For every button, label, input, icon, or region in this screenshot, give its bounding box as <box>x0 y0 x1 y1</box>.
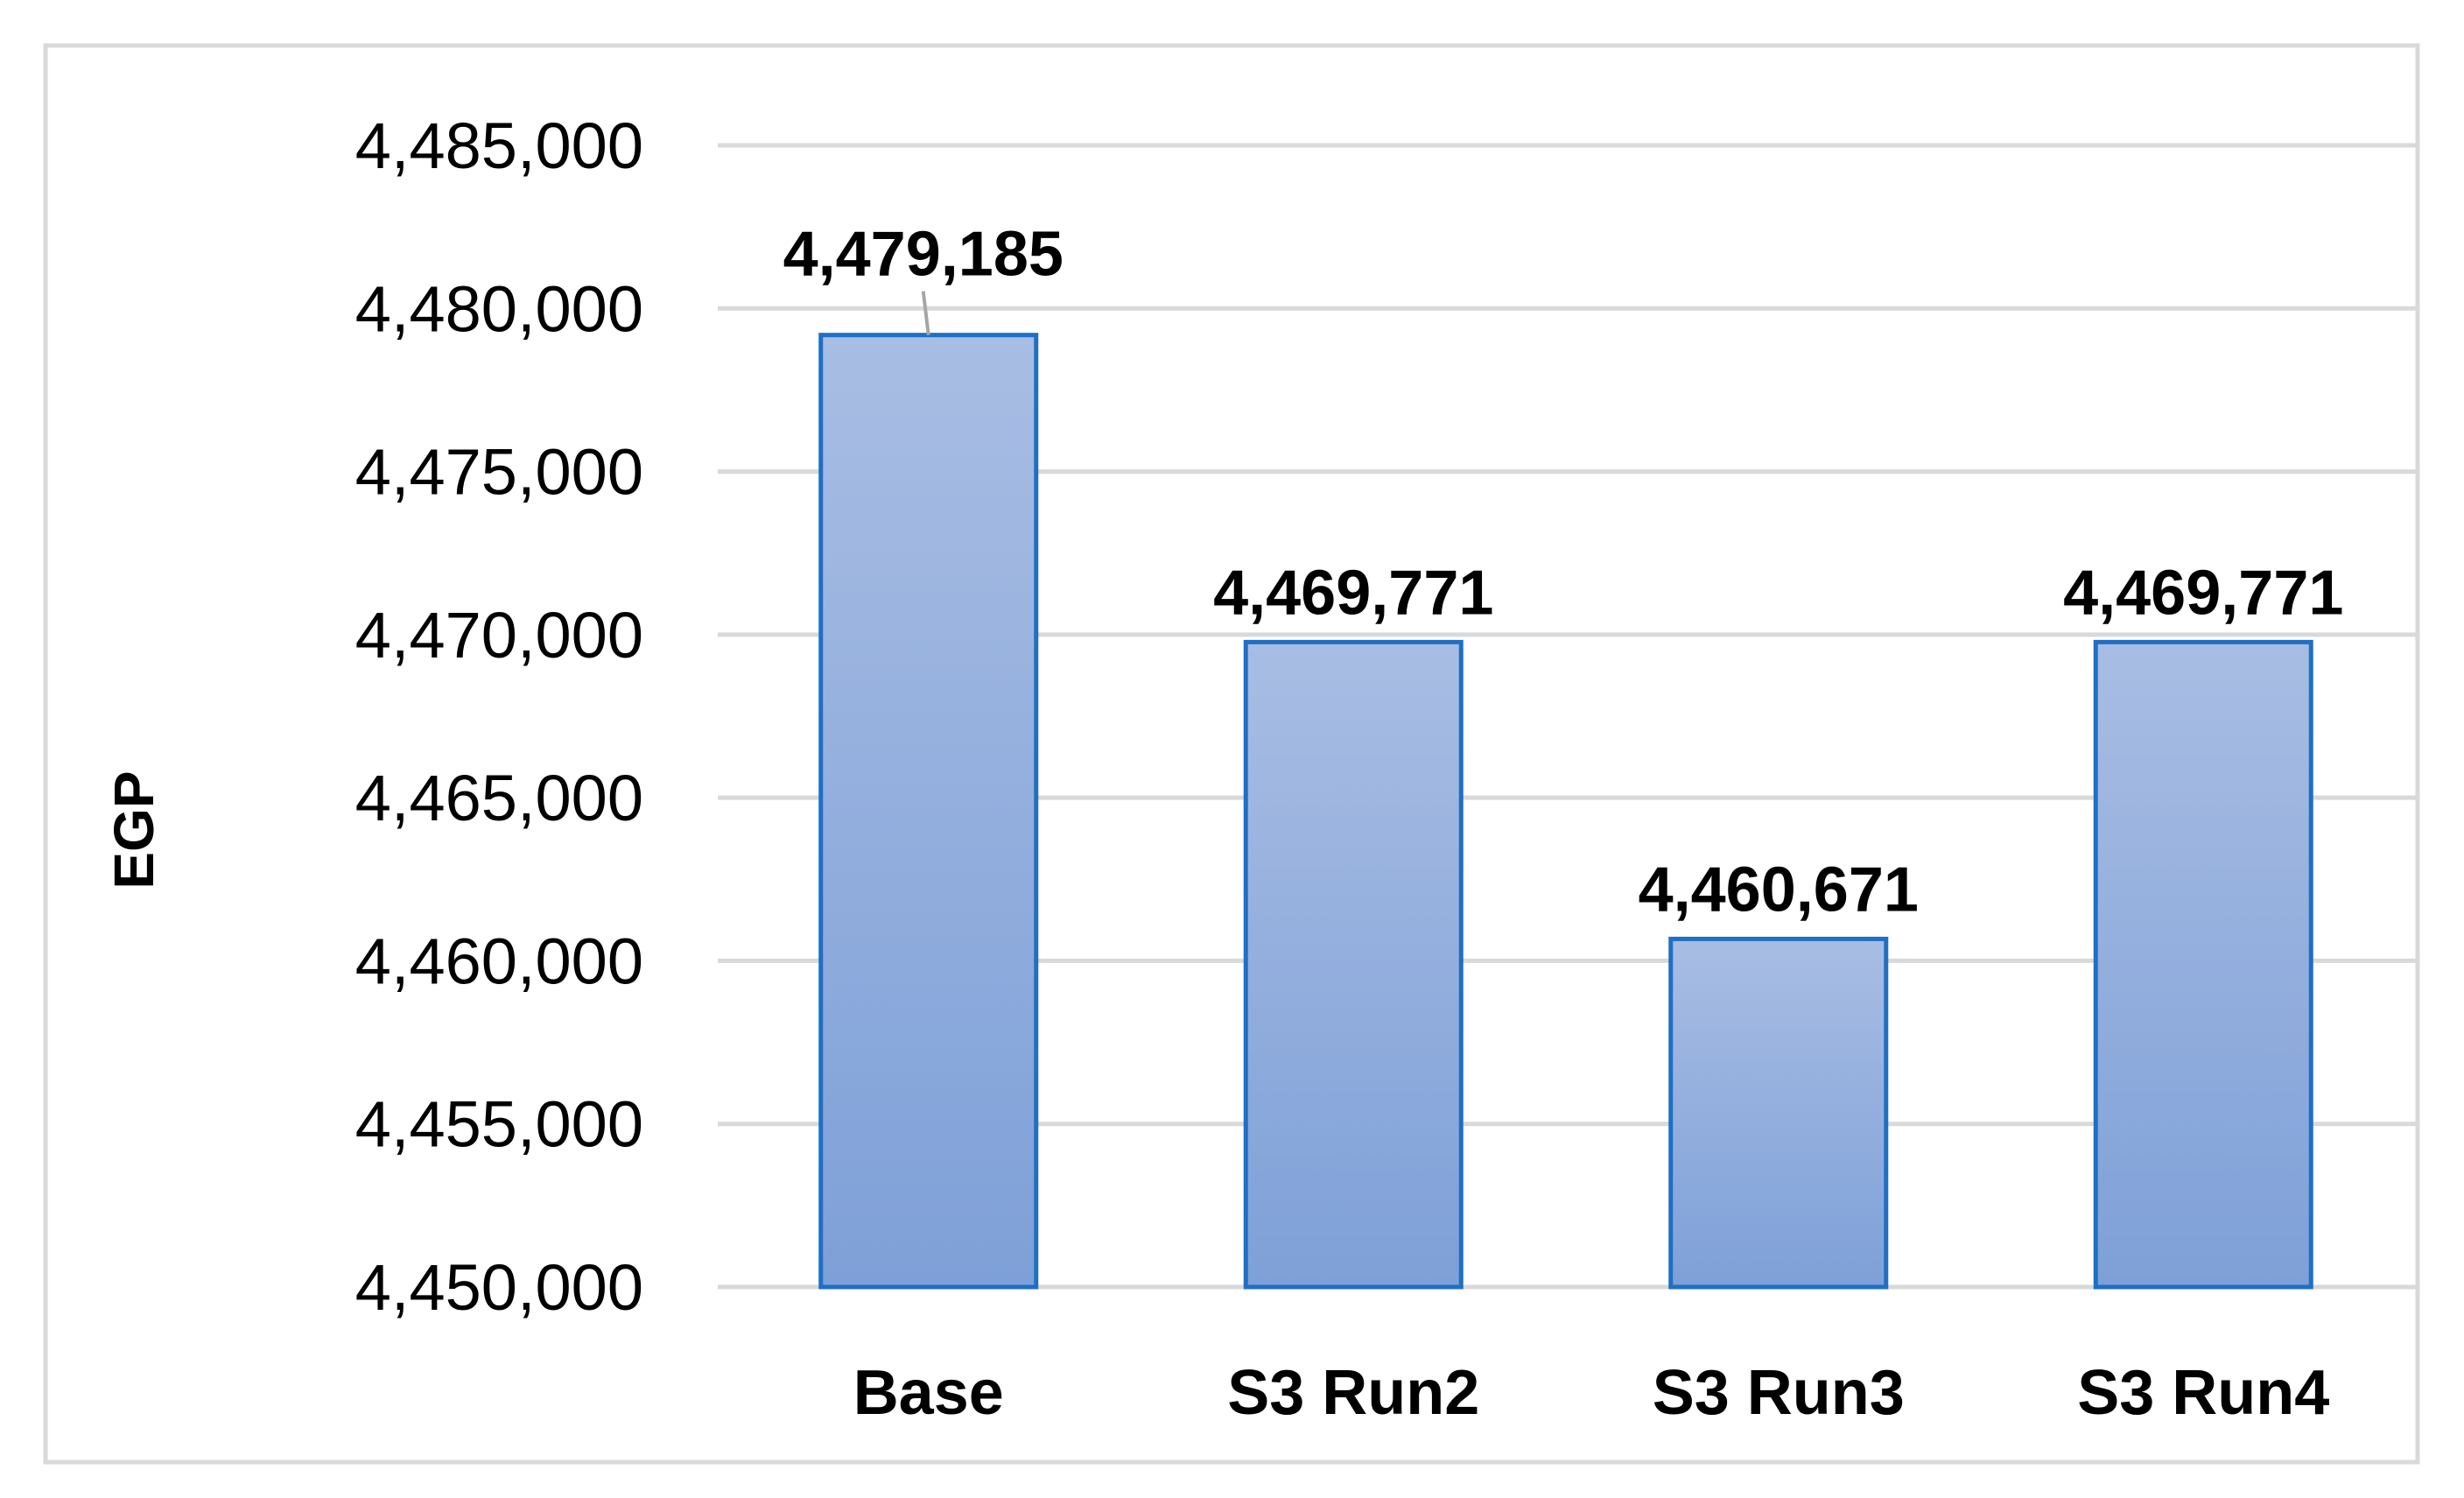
y-axis-title: EGP <box>102 770 165 889</box>
y-axis-ticks: 4,450,000 4,455,000 4,460,000 4,465,000 4,47… <box>355 109 643 1324</box>
y-tick-label: 4,475,000 <box>355 436 643 509</box>
x-axis-categories: Base S3 Run2 S3 Run3 S3 Run4 <box>853 1358 2330 1428</box>
bar <box>1668 936 1889 1290</box>
bars <box>818 333 2313 1290</box>
bar <box>2093 639 2313 1290</box>
x-category-label: S3 Run3 <box>1653 1358 1905 1428</box>
data-label: 4,469,771 <box>1213 558 1493 628</box>
data-label: 4,460,671 <box>1639 854 1919 925</box>
y-tick-label: 4,480,000 <box>355 272 643 345</box>
data-label: 4,469,771 <box>2063 558 2343 628</box>
bar <box>818 333 1039 1290</box>
x-category-label: S3 Run2 <box>1227 1358 1479 1428</box>
y-tick-label: 4,470,000 <box>355 599 643 672</box>
x-category-label: S3 Run4 <box>2077 1358 2329 1428</box>
data-labels: 4,479,185 4,469,771 4,460,671 4,469,771 <box>783 220 2344 925</box>
chart-frame-border <box>43 43 2420 1465</box>
y-tick-label: 4,485,000 <box>355 109 643 182</box>
bar <box>1243 639 1464 1290</box>
y-tick-label: 4,460,000 <box>355 925 643 997</box>
data-label-leader-line <box>921 291 930 335</box>
data-label: 4,479,185 <box>783 220 1064 290</box>
y-tick-label: 4,450,000 <box>355 1251 643 1324</box>
y-tick-label: 4,455,000 <box>355 1088 643 1161</box>
x-category-label: Base <box>853 1358 1004 1428</box>
y-tick-label: 4,465,000 <box>355 762 643 834</box>
